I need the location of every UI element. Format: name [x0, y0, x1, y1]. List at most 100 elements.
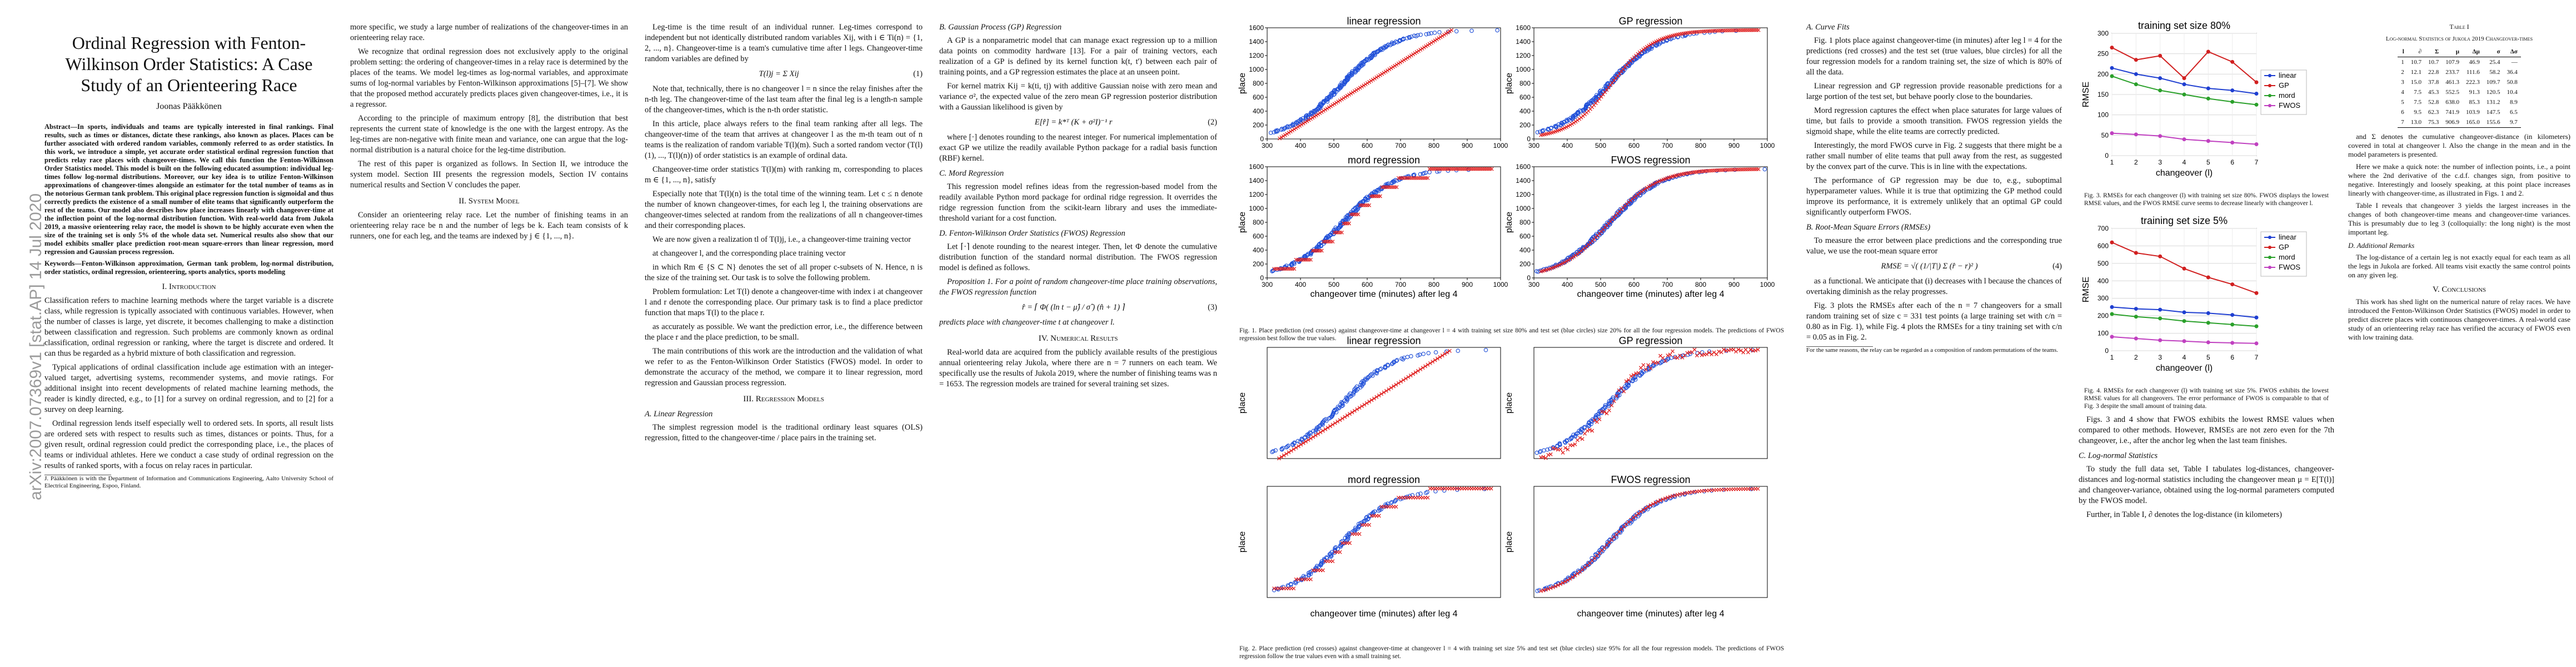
- x-tick-label: 300: [1528, 142, 1539, 150]
- prediction-point: [1643, 187, 1647, 191]
- prediction-point: [1321, 568, 1325, 573]
- panel-title: FWOS regression: [1611, 155, 1690, 166]
- true-value-point: [1353, 527, 1358, 532]
- prediction-point: [1373, 76, 1377, 81]
- prediction-point: [1380, 72, 1384, 76]
- prediction-point: [1575, 571, 1580, 576]
- true-value-point: [1535, 130, 1540, 135]
- prediction-point: [1318, 111, 1322, 115]
- true-value-point: [1348, 212, 1352, 217]
- prediction-point: [1384, 389, 1388, 393]
- series-point-gp: [2206, 275, 2210, 280]
- prediction-point: [1289, 449, 1293, 453]
- y-axis-label: RMSE: [2081, 82, 2091, 107]
- legend-label: mord: [2279, 91, 2295, 99]
- x-tick-label: 900: [1728, 142, 1740, 150]
- prediction-point: [1437, 36, 1441, 41]
- prediction-point: [1400, 59, 1404, 63]
- true-value-point: [1541, 128, 1546, 133]
- prediction-point: [1387, 387, 1391, 391]
- y-tick-label: 250: [2097, 50, 2109, 58]
- prediction-point: [1303, 120, 1307, 125]
- series-point-linear: [2110, 66, 2114, 70]
- c3-paragraph-10: The main contributions of this work are …: [645, 347, 923, 387]
- y-tick-label: 600: [1519, 232, 1531, 240]
- c3-paragraph-11: The simplest regression model is the tra…: [645, 423, 923, 442]
- scatter-panel: linear regression 300 400 500 600 700 800 900 10…: [1249, 17, 1508, 150]
- true-value-point: [1537, 588, 1542, 593]
- series-point-linear: [2158, 76, 2163, 81]
- section-conclusions-title: V. Conclusions: [2432, 285, 2487, 294]
- y-axis-label: RMSE: [2081, 277, 2091, 302]
- true-value-point: [1569, 436, 1573, 440]
- prediction-point: [1666, 495, 1670, 500]
- prediction-point: [1566, 447, 1570, 451]
- prediction-point: [1411, 372, 1416, 376]
- prediction-point: [1643, 46, 1647, 51]
- prediction-point: [1648, 42, 1653, 47]
- prediction-point: [1279, 135, 1284, 140]
- prediction-point: [1414, 50, 1419, 54]
- prediction-point: [1608, 83, 1613, 87]
- prediction-point: [1602, 410, 1607, 414]
- prediction-point: [1548, 586, 1553, 590]
- true-value-point: [1304, 113, 1309, 118]
- prediction-point: [1563, 446, 1567, 450]
- prediction-point: [1339, 97, 1344, 102]
- prediction-point: [1712, 350, 1716, 355]
- scatter-panel: linear regression: [1267, 335, 1501, 461]
- y-tick-label: 200: [1519, 121, 1531, 129]
- x-tick-label: 6: [2230, 158, 2234, 166]
- c3-problem-formulation: Problem formulation: Let T(l) denote a c…: [645, 287, 923, 317]
- prediction-point: [1756, 167, 1761, 171]
- true-value-point: [1605, 544, 1610, 548]
- true-value-point: [1333, 545, 1338, 550]
- true-value-point: [1328, 554, 1333, 559]
- true-value-point: [1275, 128, 1279, 133]
- y-tick-label: 0: [1260, 274, 1264, 282]
- y-tick-label: 200: [1253, 260, 1264, 268]
- y-tick-label: 600: [1519, 93, 1531, 101]
- true-value-point: [1433, 350, 1438, 355]
- prediction-point: [1605, 411, 1609, 416]
- prediction-point: [1343, 94, 1348, 99]
- table-cell: 10.7: [2410, 59, 2421, 66]
- table-cell: 3: [2401, 79, 2404, 86]
- prediction-point: [1647, 43, 1651, 48]
- y-tick-label: 600: [1253, 93, 1264, 101]
- true-value-point: [1603, 405, 1607, 409]
- prediction-point: [1619, 386, 1623, 390]
- true-value-point: [1336, 405, 1341, 409]
- y-tick-label: 1400: [1516, 38, 1531, 46]
- prediction-point: [1291, 128, 1294, 133]
- c7-paragraph-2: Here we make a quick note: the number of…: [2348, 162, 2570, 197]
- prediction-point: [1362, 83, 1366, 88]
- figure-1-caption: Fig. 1. Place prediction (red crosses) a…: [1239, 327, 1784, 342]
- series-point-mord: [2254, 324, 2259, 328]
- y-tick-label: 100: [2097, 111, 2109, 119]
- equation-3-text: r̂ = ⌈ Φ( (ln t − μ̂) / σ̂ ) (n̂ + 1) ⌉: [1022, 303, 1125, 312]
- true-value-point: [1317, 424, 1322, 429]
- x-axis-label: changeover (l): [2156, 364, 2213, 373]
- c6-paragraph-1: Figs. 3 and 4 show that FWOS exhibits th…: [2079, 415, 2334, 445]
- c4-paragraph-7: Real-world data are acquired from the pu…: [939, 348, 1217, 389]
- true-value-point: [1321, 99, 1326, 103]
- true-value-point: [1393, 178, 1398, 182]
- prediction-point: [1738, 349, 1743, 353]
- prediction-point: [1363, 82, 1368, 87]
- true-value-point: [1676, 35, 1680, 39]
- prediction-point: [1287, 450, 1291, 455]
- series-point-gp: [2158, 254, 2163, 258]
- true-value-point: [1426, 351, 1431, 356]
- table-header-cell: σ: [2483, 47, 2504, 57]
- prediction-point: [1563, 579, 1567, 584]
- prediction-point: [1281, 134, 1285, 138]
- series-point-gp: [2230, 59, 2235, 64]
- prediction-point: [1597, 417, 1602, 421]
- x-tick-label: 400: [1295, 281, 1306, 288]
- prediction-point: [1434, 37, 1439, 42]
- true-value-point: [1354, 384, 1359, 389]
- c5-paragraph-8: Fig. 3 plots the RMSEs after each of the…: [1806, 301, 2062, 342]
- prediction-point: [1383, 69, 1388, 74]
- prediction-point: [1352, 89, 1357, 93]
